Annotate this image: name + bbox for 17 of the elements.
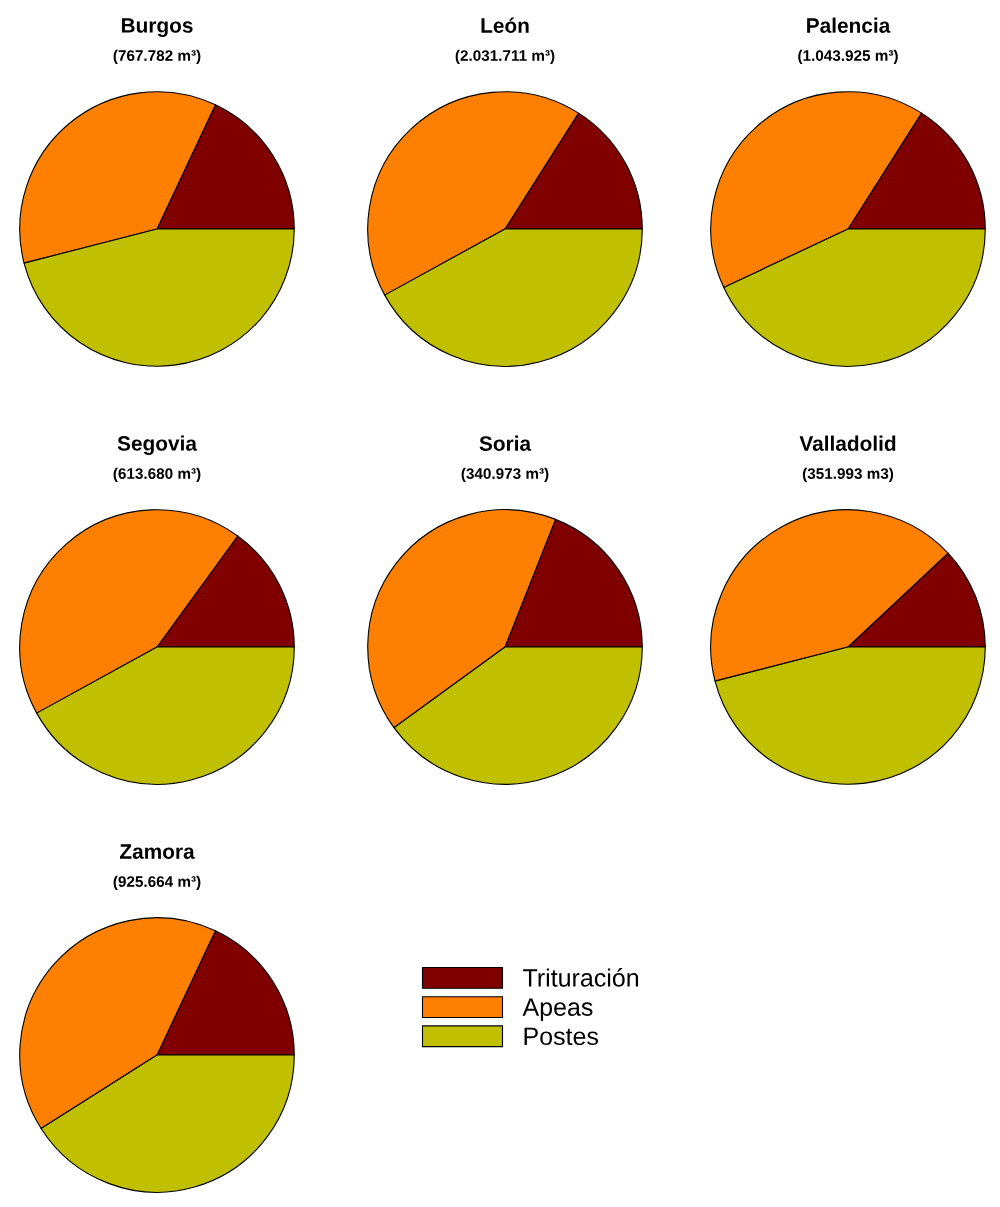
chart-subtitle: (613.680 m³): [113, 467, 201, 482]
chart-title: Segovia: [117, 435, 198, 455]
chart-subtitle: (351.993 m3): [802, 467, 894, 482]
legend-label: Trituración: [523, 968, 639, 987]
chart-title: León: [481, 17, 529, 33]
chart-subtitle: (340.973 m³): [461, 467, 549, 482]
legend-label: Postes: [524, 1027, 599, 1046]
chart-title: Palencia: [807, 17, 891, 33]
chart-title: Soria: [479, 435, 532, 451]
chart-subtitle: (1.043.925 m³): [798, 49, 898, 64]
legend-label: Apeas: [522, 998, 593, 1021]
chart-title: Zamora: [119, 844, 195, 859]
chart-subtitle: (767.782 m³): [113, 49, 201, 64]
chart-subtitle: (2.031.711 m³): [455, 49, 555, 64]
chart-subtitle: (925.664 m³): [113, 875, 201, 890]
chart-title: Valladolid: [799, 435, 896, 451]
chart-title: Burgos: [121, 18, 193, 37]
